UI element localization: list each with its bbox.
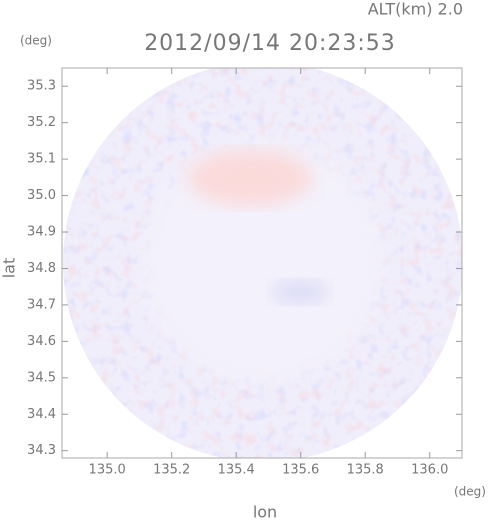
y-tick-label: 34.8 — [27, 261, 56, 276]
y-tick-label: 34.7 — [27, 297, 56, 312]
chart-title: 2012/09/14 20:23:53 — [144, 31, 396, 56]
y-tick-label: 34.3 — [27, 443, 56, 458]
radar-texture — [63, 68, 462, 458]
inner-calm — [143, 142, 383, 382]
radar-image — [63, 68, 462, 458]
x-unit: (deg) — [454, 485, 486, 499]
altitude-label: ALT(km) 2.0 — [368, 0, 463, 19]
y-tick-label: 35.0 — [27, 188, 56, 203]
y-tick-label: 35.3 — [27, 79, 56, 94]
y-axis-label: lat — [0, 258, 19, 279]
x-tick-label: 136.0 — [411, 463, 448, 478]
y-tick-label: 35.2 — [27, 115, 56, 130]
y-tick-label: 34.9 — [27, 225, 56, 240]
blue-area — [272, 280, 328, 304]
y-unit: (deg) — [20, 34, 52, 48]
x-tick-label: 135.2 — [153, 463, 190, 478]
pink-area — [188, 150, 312, 206]
x-tick-label: 135.0 — [89, 463, 126, 478]
x-tick-label: 135.6 — [282, 463, 319, 478]
x-tick-label: 135.8 — [347, 463, 384, 478]
y-tick-label: 35.1 — [27, 152, 56, 167]
x-tick-label: 135.4 — [218, 463, 255, 478]
y-tick-label: 34.5 — [27, 370, 56, 385]
y-tick-label: 34.6 — [27, 334, 56, 349]
y-tick-label: 34.4 — [27, 407, 56, 422]
plot-frame — [61, 67, 463, 459]
x-axis-label: lon — [253, 503, 277, 521]
